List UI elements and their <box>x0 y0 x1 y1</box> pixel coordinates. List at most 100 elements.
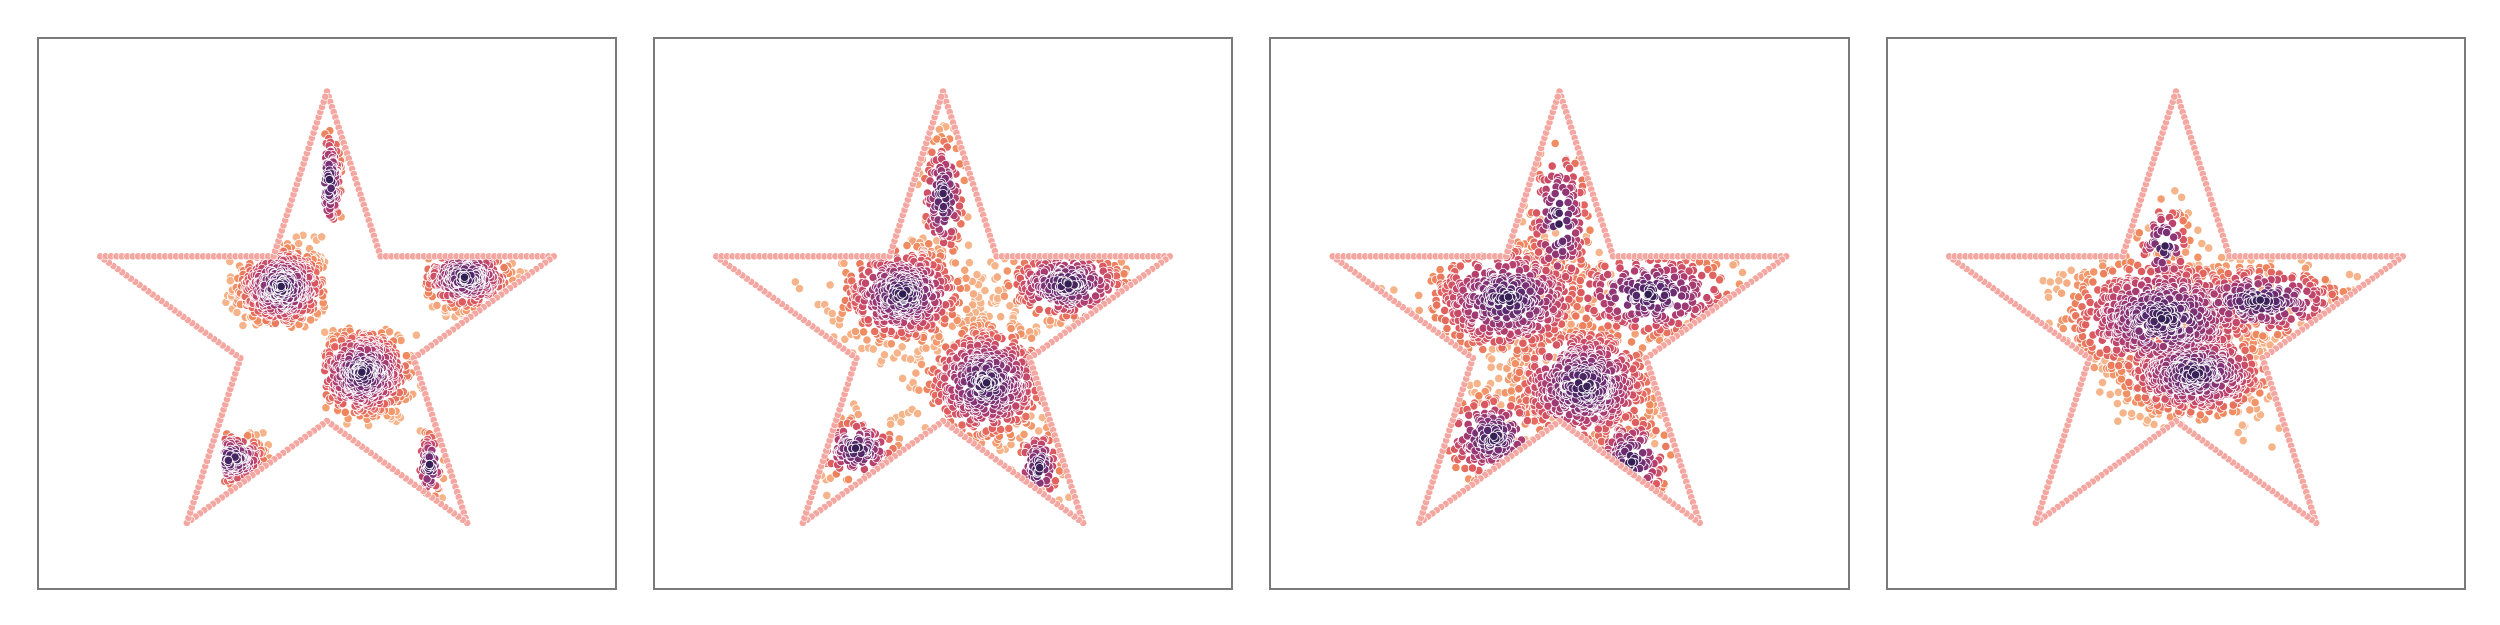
data-point <box>1531 208 1542 218</box>
data-point <box>1440 315 1451 325</box>
data-point <box>914 385 924 395</box>
data-point <box>843 474 854 484</box>
data-point <box>1581 313 1591 323</box>
data-point <box>870 326 880 337</box>
data-point <box>1389 285 1399 295</box>
data-point <box>912 408 923 419</box>
data-point <box>1576 287 1586 298</box>
data-point <box>990 261 1000 271</box>
data-point <box>1600 261 1610 271</box>
data-point <box>1566 263 1577 273</box>
data-point <box>1004 281 1014 291</box>
data-point <box>321 403 331 413</box>
data-point <box>1487 354 1497 364</box>
data-point <box>850 326 861 337</box>
panel-frame <box>37 37 617 590</box>
data-point <box>827 308 837 319</box>
data-point <box>959 175 969 185</box>
data-point <box>324 174 335 185</box>
data-point <box>1063 279 1073 289</box>
panel-1 <box>37 37 617 590</box>
data-point <box>839 258 849 268</box>
data-point <box>1651 426 1661 436</box>
data-point <box>1643 323 1654 334</box>
data-point <box>1697 270 1707 281</box>
panel-2 <box>653 37 1233 590</box>
data-point <box>954 201 965 211</box>
data-point <box>886 339 896 349</box>
data-point <box>822 490 832 500</box>
data-point <box>232 307 242 318</box>
data-point <box>885 419 896 429</box>
data-point <box>1521 353 1531 363</box>
data-point <box>962 304 972 314</box>
data-point <box>924 239 934 249</box>
data-point <box>1575 275 1585 286</box>
data-point <box>1002 266 1012 276</box>
data-point <box>964 258 975 268</box>
data-point <box>457 297 467 307</box>
data-point <box>225 276 235 286</box>
data-point <box>860 278 871 288</box>
data-point <box>963 240 974 250</box>
data-point <box>1650 439 1660 449</box>
data-point <box>1006 323 1016 334</box>
data-point <box>911 368 921 378</box>
data-point <box>825 280 835 290</box>
boundary-point <box>321 92 330 101</box>
data-point <box>1621 412 1631 422</box>
data-point <box>927 147 937 157</box>
data-point <box>897 373 908 383</box>
data-point <box>1472 378 1482 389</box>
data-point <box>1702 293 1712 303</box>
data-point <box>879 350 890 360</box>
data-point <box>1626 337 1637 347</box>
data-point <box>499 262 509 273</box>
data-point <box>357 367 367 377</box>
boundary-point <box>937 92 946 101</box>
data-point <box>306 315 316 325</box>
data-point <box>957 420 967 430</box>
data-point <box>1486 362 1496 372</box>
data-point <box>1435 265 1445 275</box>
data-point <box>981 378 992 388</box>
data-point <box>401 351 411 361</box>
data-point <box>1034 304 1044 315</box>
data-point <box>968 289 979 299</box>
data-point <box>1045 316 1055 326</box>
data-point <box>1728 260 1738 270</box>
data-point <box>1414 290 1424 300</box>
data-point <box>1603 269 1613 280</box>
data-point <box>243 431 253 441</box>
data-point <box>317 232 327 242</box>
data-point <box>424 459 435 470</box>
data-point <box>1019 429 1029 439</box>
data-point <box>1547 161 1557 171</box>
data-point <box>868 344 878 354</box>
data-point <box>850 443 861 453</box>
data-point <box>1506 386 1516 396</box>
data-point <box>1440 305 1450 315</box>
data-point <box>1004 423 1014 434</box>
data-point <box>1480 399 1490 410</box>
data-point <box>326 183 336 193</box>
data-point <box>938 202 949 212</box>
data-point <box>992 272 1002 282</box>
data-point <box>1518 338 1528 348</box>
data-point <box>1432 300 1442 310</box>
data-point <box>330 342 340 352</box>
data-point <box>1522 416 1533 426</box>
data-point <box>1572 302 1582 312</box>
data-point <box>1515 408 1525 418</box>
data-point <box>1583 293 1593 303</box>
data-point <box>953 276 963 287</box>
data-point <box>905 354 916 364</box>
data-point <box>996 312 1006 322</box>
data-point <box>1544 352 1554 362</box>
data-point <box>1534 247 1544 257</box>
data-point <box>1585 225 1595 235</box>
data-point <box>1594 247 1604 258</box>
data-point <box>946 227 957 237</box>
data-point <box>1560 272 1571 282</box>
data-point <box>960 265 970 275</box>
